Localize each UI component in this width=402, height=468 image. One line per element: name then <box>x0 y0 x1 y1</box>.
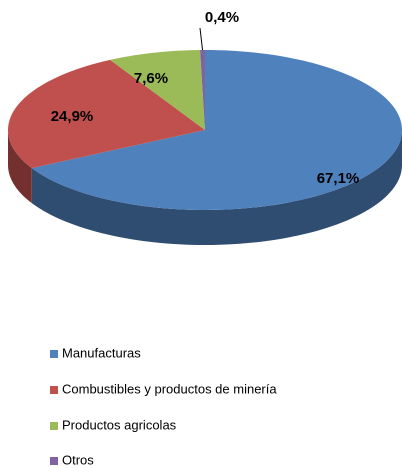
slice-side <box>8 130 32 204</box>
legend-label: Combustibles y productos de minería <box>62 381 277 396</box>
data-label: 24,9% <box>51 108 94 125</box>
slice <box>31 50 402 210</box>
legend-swatch <box>50 350 58 358</box>
legend-swatch <box>50 422 58 430</box>
slice <box>110 50 205 130</box>
legend-label: Otros <box>62 452 94 467</box>
slice <box>8 59 206 169</box>
data-label: 67,1% <box>317 170 360 187</box>
data-label: 0,4% <box>205 9 239 26</box>
legend-swatch <box>50 386 58 394</box>
slice <box>200 50 205 130</box>
data-label: 7,6% <box>134 70 168 87</box>
legend-swatch <box>50 457 58 465</box>
leader-line <box>199 27 204 51</box>
slice-side <box>31 130 402 245</box>
legend-label: Manufacturas <box>62 345 141 360</box>
legend-label: Productos agricolas <box>62 417 177 432</box>
